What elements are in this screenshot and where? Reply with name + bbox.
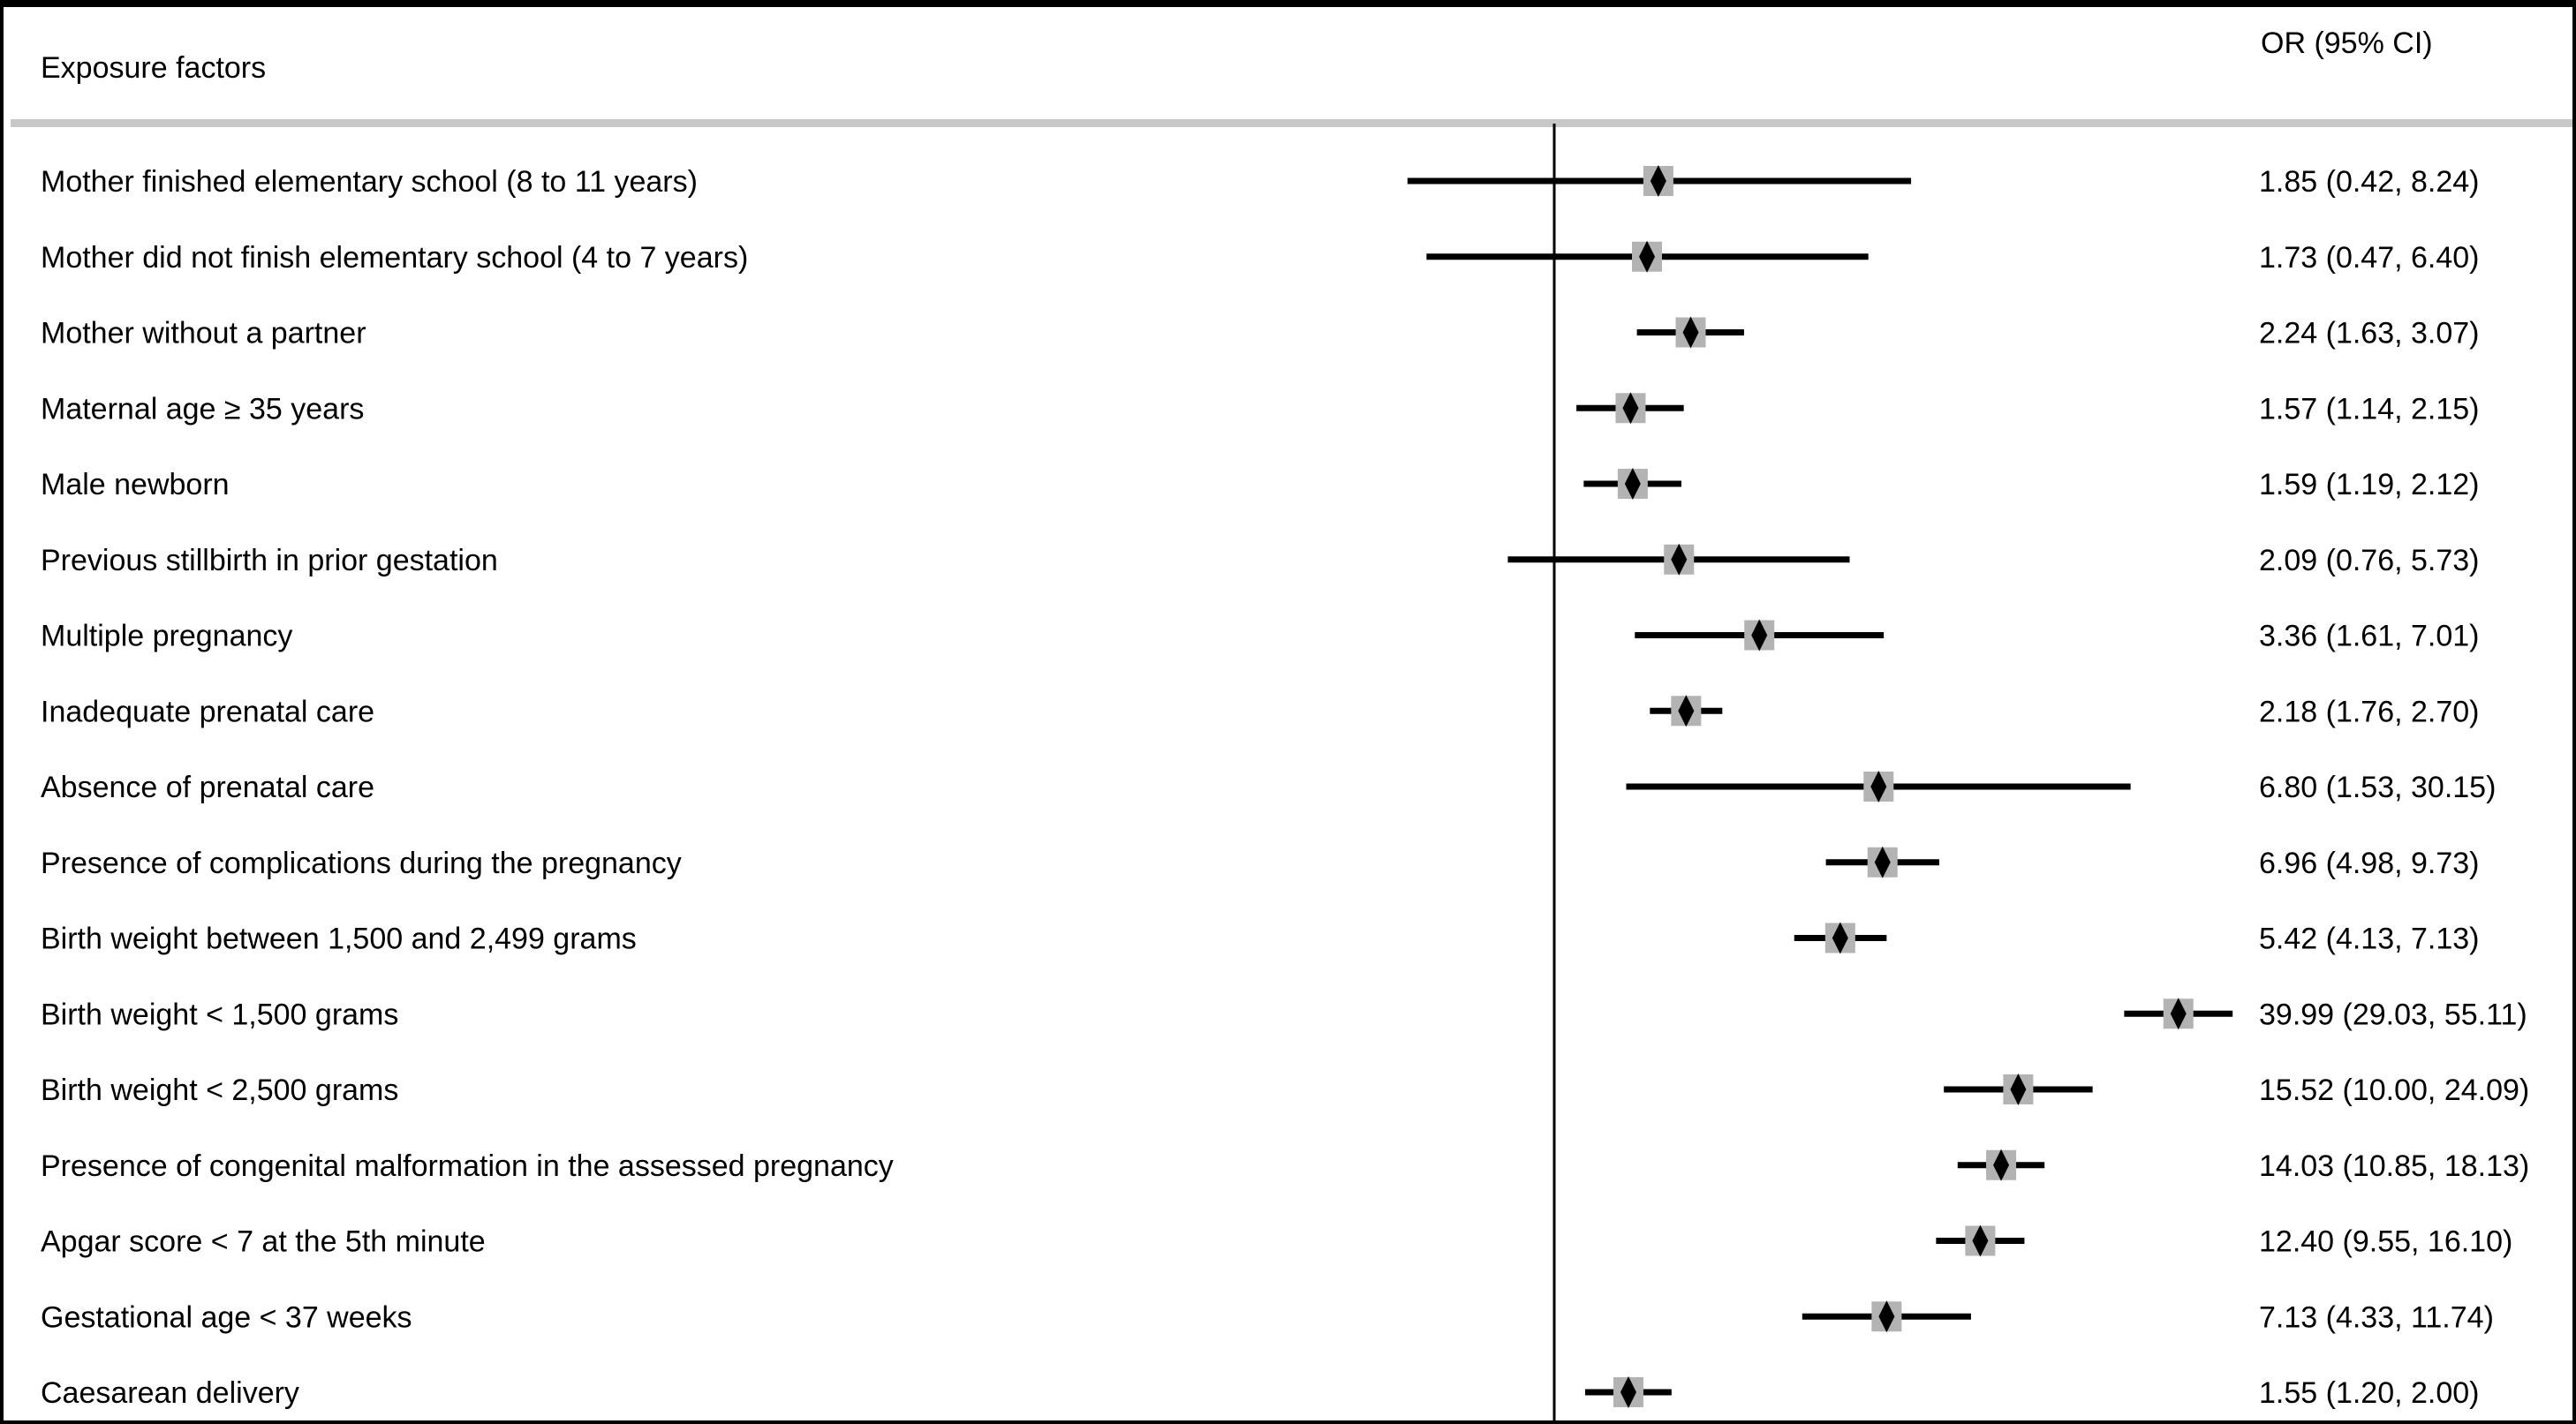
- point-estimate: [1870, 771, 1887, 802]
- or-ci-label: 5.42 (4.13, 7.13): [2259, 923, 2480, 956]
- or-ci-label: 2.09 (0.76, 5.73): [2259, 544, 2480, 577]
- or-ci-label: 2.24 (1.63, 3.07): [2259, 317, 2480, 350]
- or-ci-label: 1.55 (1.20, 2.00): [2259, 1376, 2480, 1410]
- or-ci-label: 1.59 (1.19, 2.12): [2259, 468, 2480, 501]
- or-ci-label: 6.80 (1.53, 30.15): [2259, 771, 2496, 804]
- row-label: Mother finished elementary school (8 to …: [41, 165, 698, 199]
- or-ci-label: 2.18 (1.76, 2.70): [2259, 695, 2480, 728]
- row-label: Male newborn: [41, 468, 230, 501]
- point-estimate: [1832, 922, 1848, 954]
- row-label: Birth weight < 2,500 grams: [41, 1074, 398, 1107]
- point-estimate: [2010, 1074, 2027, 1105]
- or-ci-label: 1.57 (1.14, 2.15): [2259, 392, 2480, 426]
- point-estimate: [1671, 543, 1688, 576]
- row-label: Maternal age ≥ 35 years: [41, 392, 364, 426]
- row-label: Multiple pregnancy: [41, 620, 292, 653]
- or-ci-label: 1.73 (0.47, 6.40): [2259, 241, 2480, 275]
- or-ci-label: 12.40 (9.55, 16.10): [2259, 1225, 2512, 1259]
- point-estimate: [1639, 240, 1656, 273]
- point-estimate: [1878, 1300, 1895, 1333]
- row-label: Mother without a partner: [41, 317, 366, 350]
- row-label: Presence of congenital malformation in t…: [41, 1149, 894, 1183]
- point-estimate: [1993, 1149, 2010, 1181]
- point-estimate: [1751, 619, 1768, 652]
- point-estimate: [1874, 846, 1891, 878]
- point-estimate: [1678, 695, 1695, 727]
- row-label: Presence of complications during the pre…: [41, 847, 682, 880]
- label-column-header: Exposure factors: [41, 51, 267, 85]
- row-label: Apgar score < 7 at the 5th minute: [41, 1225, 486, 1259]
- row-label: Previous stillbirth in prior gestation: [41, 544, 498, 577]
- row-label: Inadequate prenatal care: [41, 695, 374, 728]
- or-ci-label: 3.36 (1.61, 7.01): [2259, 620, 2480, 653]
- value-column-header: OR (95% CI): [2261, 26, 2433, 60]
- row-label: Gestational age < 37 weeks: [41, 1300, 412, 1334]
- point-estimate: [1682, 316, 1699, 349]
- point-estimate: [1972, 1224, 1989, 1257]
- row-label: Birth weight between 1,500 and 2,499 gra…: [41, 923, 637, 956]
- or-ci-label: 1.85 (0.42, 8.24): [2259, 165, 2480, 199]
- or-ci-label: 15.52 (10.00, 24.09): [2259, 1074, 2529, 1107]
- point-estimate: [2170, 998, 2187, 1030]
- row-label: Birth weight < 1,500 grams: [41, 998, 398, 1031]
- point-estimate: [1650, 165, 1666, 197]
- row-label: Caesarean delivery: [41, 1376, 299, 1410]
- or-ci-label: 39.99 (29.03, 55.11): [2259, 998, 2527, 1031]
- row-label: Absence of prenatal care: [41, 771, 374, 804]
- row-label: Mother did not finish elementary school …: [41, 241, 748, 275]
- point-estimate: [1622, 392, 1639, 425]
- or-ci-label: 14.03 (10.85, 18.13): [2259, 1149, 2529, 1183]
- or-ci-label: 6.96 (4.98, 9.73): [2259, 847, 2480, 880]
- or-ci-label: 7.13 (4.33, 11.74): [2259, 1300, 2494, 1334]
- point-estimate: [1624, 468, 1641, 500]
- point-estimate: [1620, 1376, 1636, 1408]
- header-rule: [11, 119, 2572, 127]
